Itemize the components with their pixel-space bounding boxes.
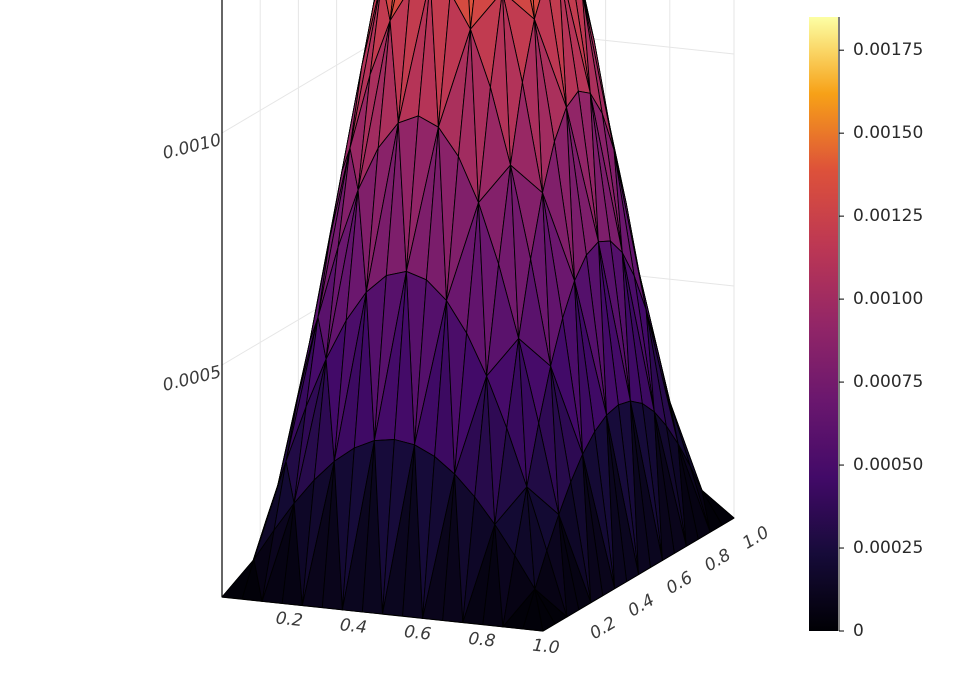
colorbar: 0 0.00025 0.00050 0.00075 0.00100 0.00125 0.00… [809,17,923,641]
surface-layer [221,0,735,632]
colorbar-tick-label: 0.00175 [853,40,923,60]
surface-triangle [701,489,723,533]
x-tick-label: 0.4 [339,615,368,638]
colorbar-tick-label: 0.00075 [853,372,923,392]
surface-triangle [629,400,651,575]
x-tick-label: 1.0 [531,636,560,659]
y-tick-label: 0.8 [701,545,735,576]
colorbar-tick-label: 0 [853,621,864,641]
colorbar-fill [809,17,838,631]
y-tick-label: 0.2 [586,613,619,644]
surface-triangle [373,0,376,3]
y-tick-label: 0.4 [625,590,658,621]
surface-triangle [558,514,580,618]
colorbar-tick-label: 0.00050 [853,455,923,475]
x-tick-label: 0.8 [467,629,496,652]
colorbar-tick-label: 0.00125 [853,206,923,226]
x-tick-label: 0.2 [275,608,304,631]
surface-triangle [385,0,393,22]
y-tick-label: 1.0 [739,523,772,554]
surface-triangle [534,588,556,632]
surface-triangle [606,414,628,590]
surface-triangle [677,443,699,547]
y-tick-label: 0.6 [663,568,697,599]
colorbar-tick-label: 0.00100 [853,289,923,309]
colorbar-tick-label: 0.00150 [853,123,923,143]
surface-triangle [582,453,604,604]
x-tick-label: 0.6 [403,622,432,645]
z-tick-label: 0.0005 [161,362,224,396]
surface-triangle [653,411,675,561]
colorbar-tick-label: 0.00025 [853,538,923,558]
z-tick-label: 0.0010 [161,130,224,164]
